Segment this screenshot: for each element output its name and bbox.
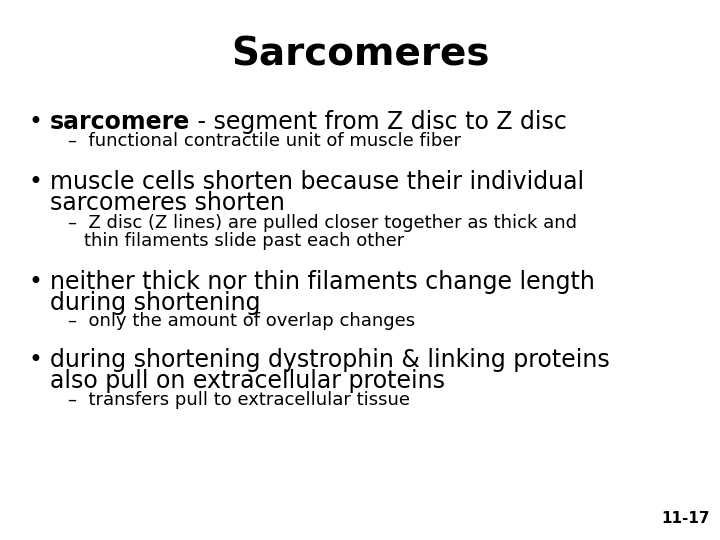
Text: •: •: [28, 170, 42, 194]
Text: •: •: [28, 110, 42, 134]
Text: •: •: [28, 348, 42, 372]
Text: Sarcomeres: Sarcomeres: [230, 35, 490, 73]
Text: •: •: [28, 270, 42, 294]
Text: muscle cells shorten because their individual: muscle cells shorten because their indiv…: [50, 170, 584, 194]
Text: also pull on extracellular proteins: also pull on extracellular proteins: [50, 369, 445, 393]
Text: 11-17: 11-17: [662, 511, 710, 526]
Text: –  only the amount of overlap changes: – only the amount of overlap changes: [68, 312, 415, 330]
Text: sarcomeres shorten: sarcomeres shorten: [50, 191, 285, 215]
Text: during shortening: during shortening: [50, 291, 261, 315]
Text: - segment from Z disc to Z disc: - segment from Z disc to Z disc: [190, 110, 567, 134]
Text: –  transfers pull to extracellular tissue: – transfers pull to extracellular tissue: [68, 391, 410, 409]
Text: thin filaments slide past each other: thin filaments slide past each other: [84, 232, 404, 250]
Text: neither thick nor thin filaments change length: neither thick nor thin filaments change …: [50, 270, 595, 294]
Text: sarcomere: sarcomere: [50, 110, 190, 134]
Text: –  Z disc (Z lines) are pulled closer together as thick and: – Z disc (Z lines) are pulled closer tog…: [68, 214, 577, 232]
Text: during shortening dystrophin & linking proteins: during shortening dystrophin & linking p…: [50, 348, 610, 372]
Text: –  functional contractile unit of muscle fiber: – functional contractile unit of muscle …: [68, 132, 461, 150]
